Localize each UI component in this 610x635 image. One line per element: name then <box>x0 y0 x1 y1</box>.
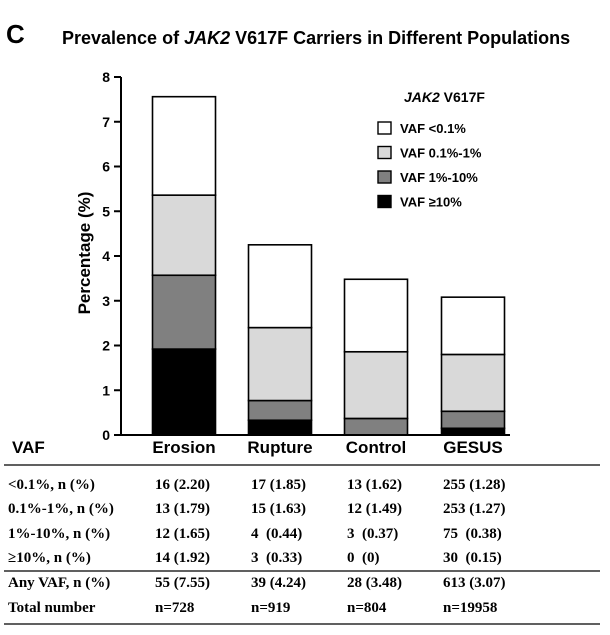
table-cell: 75 (0.38) <box>443 526 502 542</box>
table-cell: 0 (0) <box>347 550 380 566</box>
x-axis-categories: Erosion Rupture Control GESUS <box>152 438 502 457</box>
y-tick-label: 5 <box>102 203 110 219</box>
x-category-label: GESUS <box>443 438 503 457</box>
table-cell: 12 (1.49) <box>347 501 402 517</box>
bar-segment <box>247 326 313 402</box>
table-row-label: 1%-10%, n (%) <box>8 526 110 542</box>
x-category-label: Erosion <box>152 438 215 457</box>
table-row: 0.1%-1%, n (%) 13 (1.79) 15 (1.63) 12 (1.49… <box>8 501 506 517</box>
table-cell: 30 (0.15) <box>443 550 502 566</box>
bar-segment <box>247 244 313 329</box>
legend-label: VAF <0.1% <box>400 121 466 136</box>
legend-item: VAF ≥10% <box>377 194 462 210</box>
table-header-vaf: VAF <box>12 438 45 457</box>
legend-swatch <box>377 170 392 184</box>
panel-letter: C <box>6 19 25 49</box>
table-cell: 3 (0.33) <box>251 550 302 566</box>
table-row: Total number n=728 n=919 n=804 n=19958 <box>8 600 497 616</box>
title-suffix: V617F Carriers in Different Populations <box>230 28 570 48</box>
table-cell: 613 (3.07) <box>443 575 506 591</box>
table-cell: 17 (1.85) <box>251 477 306 493</box>
y-tick-label: 4 <box>102 248 110 264</box>
bar-segment <box>440 353 506 413</box>
bar-segment <box>343 350 409 420</box>
legend-item: VAF <0.1% <box>377 121 466 136</box>
y-tick-label: 2 <box>102 338 110 354</box>
legend-item: VAF 0.1%-1% <box>377 145 482 161</box>
y-tick-label: 6 <box>102 159 110 175</box>
title-gene: JAK2 <box>184 28 230 48</box>
table-cell: 3 (0.37) <box>347 526 398 542</box>
legend-title-suffix: V617F <box>440 89 486 105</box>
table-row-label: 0.1%-1%, n (%) <box>8 501 114 517</box>
bar-stack-erosion <box>151 95 217 436</box>
table-cell: n=804 <box>347 600 387 616</box>
bar-segment <box>151 348 217 436</box>
table-row-label: Any VAF, n (%) <box>8 575 110 591</box>
legend-title-gene: JAK2 <box>404 89 440 105</box>
table-cell: 28 (3.48) <box>347 575 402 591</box>
table-row: 1%-10%, n (%) 12 (1.65) 4 (0.44) 3 (0.37) 75… <box>8 526 502 542</box>
table-cell: 255 (1.28) <box>443 477 506 493</box>
bar-segment <box>440 410 506 430</box>
bar-segment <box>247 419 313 436</box>
bar-stack-gesus <box>440 296 506 436</box>
table-row-label: <0.1%, n (%) <box>8 477 95 493</box>
table-cell: n=919 <box>251 600 290 616</box>
legend-label: VAF ≥10% <box>400 195 462 210</box>
legend-items: VAF <0.1% VAF 0.1%-1% VAF 1%-10% VAF ≥10% <box>377 121 482 210</box>
legend: JAK2 V617F VAF <0.1% VAF 0.1%-1% VAF 1%-10… <box>377 89 485 210</box>
y-tick-label: 7 <box>102 114 110 130</box>
title-prefix: Prevalence of <box>62 28 184 48</box>
table-cell: 39 (4.24) <box>251 575 306 591</box>
legend-item: VAF 1%-10% <box>377 170 478 185</box>
chart-title: Prevalence of JAK2 V617F Carriers in Dif… <box>62 28 570 48</box>
table-row: ≥10%, n (%) 14 (1.92) 3 (0.33) 0 (0) 30 (0.1… <box>8 550 502 566</box>
y-axis: 0 1 2 3 4 5 6 7 8 <box>102 69 122 443</box>
table-cell: n=19958 <box>443 600 497 616</box>
bar-segment <box>440 427 506 436</box>
table-cell: 13 (1.62) <box>347 477 402 493</box>
table-row: Any VAF, n (%) 55 (7.55) 39 (4.24) 28 (3.48… <box>8 575 506 591</box>
table-cell: 12 (1.65) <box>155 526 210 542</box>
legend-label: VAF 1%-10% <box>400 170 478 185</box>
bar-stack-rupture <box>247 244 313 436</box>
table-cell: n=728 <box>155 600 194 616</box>
bar-segment <box>440 296 506 356</box>
table-rows: <0.1%, n (%) 16 (2.20) 17 (1.85) 13 (1.62) 2… <box>8 477 506 616</box>
y-axis-label: Percentage (%) <box>75 192 94 315</box>
bar-segment <box>151 274 217 350</box>
data-table: VAF <0.1%, n (%) 16 (2.20) 17 (1.85) 13 (1.… <box>4 438 600 625</box>
table-cell: 16 (2.20) <box>155 477 210 493</box>
table-cell: 55 (7.55) <box>155 575 210 591</box>
y-tick-label: 3 <box>102 293 110 309</box>
legend-swatch <box>377 194 392 209</box>
y-tick-label: 8 <box>102 69 110 85</box>
legend-swatch <box>377 121 392 135</box>
table-cell: 14 (1.92) <box>155 550 210 566</box>
legend-label: VAF 0.1%-1% <box>400 146 482 161</box>
bar-segment <box>247 399 313 422</box>
bar-stack-control <box>343 278 409 436</box>
bar-segment <box>343 278 409 353</box>
bar-segment <box>151 194 217 277</box>
table-cell: 13 (1.79) <box>155 501 210 517</box>
legend-title: JAK2 V617F <box>404 89 485 105</box>
table-row-label: Total number <box>8 600 96 616</box>
table-cell: 4 (0.44) <box>251 526 302 542</box>
y-tick-label: 1 <box>102 382 110 398</box>
table-cell: 253 (1.27) <box>443 501 506 517</box>
legend-swatch <box>377 145 392 160</box>
bar-segment <box>343 417 409 436</box>
bar-segment <box>151 95 217 196</box>
table-cell: 15 (1.63) <box>251 501 306 517</box>
y-tick-label: 0 <box>102 427 110 443</box>
x-category-label: Rupture <box>247 438 312 457</box>
x-category-label: Control <box>346 438 406 457</box>
table-row: <0.1%, n (%) 16 (2.20) 17 (1.85) 13 (1.62) 2… <box>8 477 506 493</box>
bar-stacks <box>121 95 510 436</box>
table-row-label: ≥10%, n (%) <box>8 550 91 566</box>
